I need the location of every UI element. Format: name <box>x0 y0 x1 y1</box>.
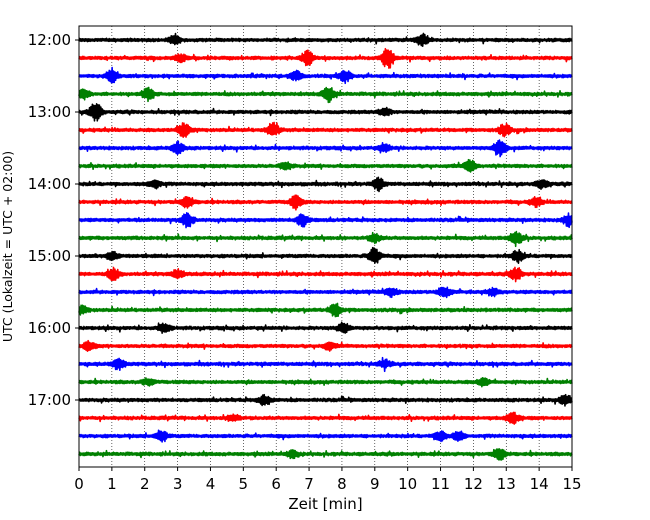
y-axis-label: UTC (Lokalzeit = UTC + 02:00) <box>0 151 15 342</box>
x-tick-label: 10 <box>398 475 417 493</box>
seismic-trace <box>78 121 573 139</box>
seismic-trace <box>78 211 573 229</box>
seismic-trace <box>78 86 573 104</box>
seismic-trace <box>78 139 573 158</box>
plot-frame <box>78 25 573 468</box>
seismic-trace <box>78 66 573 85</box>
seismic-trace <box>78 47 573 69</box>
seismic-trace <box>78 158 573 173</box>
seismic-trace <box>78 230 573 248</box>
y-tick-label: 13:00 <box>28 103 71 121</box>
seismic-trace <box>78 339 573 352</box>
x-tick-label: 9 <box>370 475 380 493</box>
seismic-trace <box>78 32 573 48</box>
seismic-trace <box>78 246 573 265</box>
x-tick-label: 13 <box>497 475 516 493</box>
y-tick-label: 12:00 <box>28 31 71 49</box>
y-tick-label: 14:00 <box>28 175 71 193</box>
seismic-trace <box>78 321 573 335</box>
x-tick-label: 6 <box>271 475 281 493</box>
x-tick-label: 0 <box>74 475 84 493</box>
x-tick-label: 2 <box>140 475 150 493</box>
seismic-trace <box>78 376 573 388</box>
seismic-trace <box>78 393 573 407</box>
y-tick-label: 16:00 <box>28 319 71 337</box>
x-axis-ticks: 0 1 2 3 4 5 6 7 8 9 10 11 12 13 14 15 <box>74 467 582 493</box>
x-tick-label: 3 <box>173 475 183 493</box>
x-tick-label: 11 <box>431 475 450 493</box>
x-axis-label: Zeit [min] <box>288 495 362 513</box>
x-tick-label: 5 <box>239 475 249 493</box>
x-tick-label: 14 <box>530 475 549 493</box>
x-tick-label: 7 <box>304 475 314 493</box>
seismic-trace <box>78 411 573 425</box>
seismic-trace <box>78 286 573 299</box>
seismic-trace <box>78 429 573 443</box>
x-tick-label: 4 <box>206 475 216 493</box>
seismic-trace <box>78 356 573 373</box>
seismic-trace <box>78 176 573 193</box>
seismic-traces <box>78 32 573 461</box>
y-tick-label: 17:00 <box>28 391 71 409</box>
seismic-trace <box>78 266 573 283</box>
y-axis-ticks: 12:00 13:00 14:00 15:00 16:00 17:00 <box>28 31 79 409</box>
seismic-trace <box>78 194 573 211</box>
x-tick-label: 15 <box>562 475 581 493</box>
seismic-trace <box>78 103 573 122</box>
x-tick-label: 12 <box>464 475 483 493</box>
x-tick-label: 1 <box>107 475 117 493</box>
seismic-trace <box>78 302 573 318</box>
x-tick-label: 8 <box>337 475 347 493</box>
seismic-trace <box>78 448 573 461</box>
y-tick-label: 15:00 <box>28 247 71 265</box>
